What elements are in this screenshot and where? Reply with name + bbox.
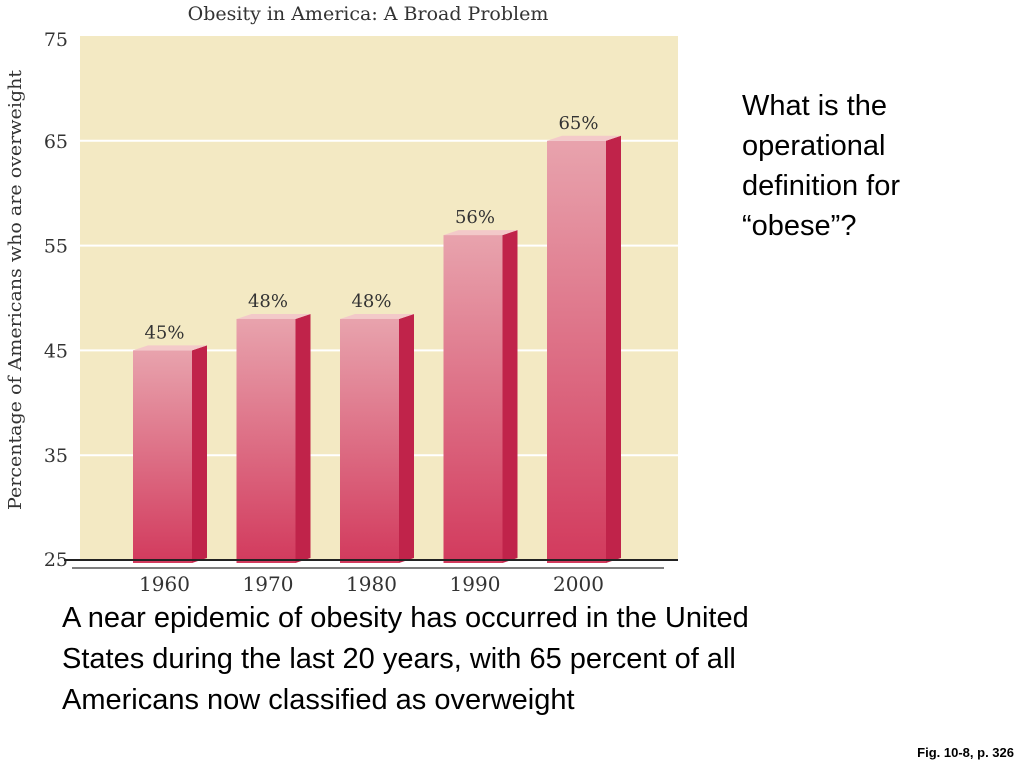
y-axis-label: Percentage of Americans who are overweig…	[5, 69, 26, 510]
chart-title: Obesity in America: A Broad Problem	[188, 3, 549, 25]
bar-side	[502, 230, 518, 563]
bar-1970: 48%	[236, 291, 311, 563]
bar-1990: 56%	[443, 207, 518, 563]
bar-1980: 48%	[340, 291, 414, 563]
caption-text: A near epidemic of obesity has occurred …	[62, 602, 749, 716]
data-label: 56%	[455, 207, 495, 228]
y-tick-label: 25	[44, 549, 68, 571]
data-label: 65%	[558, 113, 598, 134]
bar-top	[340, 313, 414, 319]
bar-top	[133, 345, 207, 351]
y-tick-label: 65	[44, 131, 68, 153]
bar-side	[295, 313, 311, 563]
bar-side	[399, 313, 414, 563]
bar-front	[340, 318, 399, 563]
data-label: 48%	[248, 291, 288, 312]
bar-front	[443, 235, 503, 563]
bar-top	[443, 230, 518, 236]
x-tick-label: 1980	[346, 572, 397, 596]
bar-top	[236, 313, 311, 319]
x-tick-label: 1970	[243, 572, 294, 596]
y-tick-label: 35	[44, 445, 68, 467]
bar-side	[192, 345, 207, 563]
question-text: What is the operational definition for “…	[742, 90, 900, 242]
bar-front	[547, 140, 606, 564]
x-tick-label: 1990	[450, 572, 501, 596]
bar-front	[133, 350, 192, 563]
x-tick-label: 2000	[553, 572, 604, 596]
bar-1960: 45%	[133, 322, 207, 563]
bar-2000: 65%	[547, 113, 621, 564]
y-tick-label: 45	[44, 340, 68, 362]
figure-reference: Fig. 10-8, p. 326	[917, 745, 1014, 760]
bar-top	[547, 135, 621, 141]
x-tick-label: 1960	[139, 572, 190, 596]
data-label: 45%	[144, 322, 184, 343]
y-tick-label: 75	[44, 29, 68, 51]
bar-side	[606, 135, 621, 564]
data-label: 48%	[351, 291, 391, 312]
bar-front	[236, 318, 296, 563]
y-tick-label: 55	[44, 236, 68, 258]
